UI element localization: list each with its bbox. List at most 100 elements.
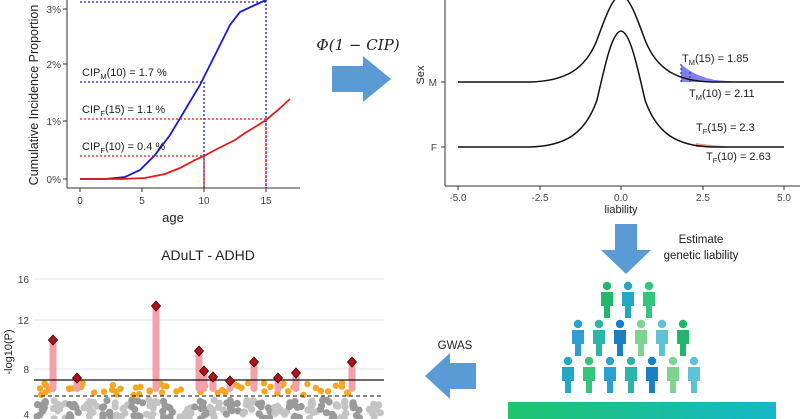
lead-snp-diamond — [290, 367, 302, 379]
right-arrow-icon — [332, 56, 391, 102]
snp-point — [271, 403, 279, 411]
snp-point — [276, 406, 284, 414]
manhattan-plot: ADuLT - ADHD 16 12 8 4 -log10(P) — [3, 247, 384, 419]
snp-point — [183, 412, 191, 419]
snp-point — [83, 400, 91, 409]
snp-point — [148, 398, 156, 406]
people-pyramid — [562, 281, 700, 393]
snp-point — [166, 404, 174, 412]
snp-point — [98, 403, 106, 412]
snp-point — [54, 406, 62, 415]
lead-snp-diamond — [272, 372, 284, 384]
sex-label-male: M — [429, 78, 437, 89]
snp-point — [307, 398, 316, 406]
snp-point — [147, 414, 155, 419]
snp-point — [36, 385, 44, 392]
snp-point — [300, 391, 307, 398]
annotation-cip-f10: CIPF(10) = 0.4 % — [82, 141, 165, 155]
snp-point — [312, 384, 320, 392]
snp-point — [249, 397, 257, 405]
snp-point — [117, 385, 124, 392]
person-icon — [656, 319, 668, 356]
y-axis-title: Sex — [415, 65, 427, 84]
x-tick-label: -5.0 — [449, 193, 467, 204]
snp-point — [149, 404, 157, 412]
male-incidence-curve — [80, 0, 267, 180]
liability-plot: Sex M F -5.0 -2.5 0.0 2.5 5.0 liability … — [415, 0, 800, 216]
snp-point — [214, 389, 221, 396]
snp-point — [305, 415, 314, 419]
snp-point — [242, 400, 250, 408]
sex-label-female: F — [431, 143, 437, 154]
y-tick-label: 16 — [18, 275, 30, 286]
lead-snp-diamond — [207, 371, 219, 383]
snp-point — [74, 408, 82, 416]
snp-point — [36, 411, 44, 419]
lead-snp-diamond — [224, 375, 236, 387]
snp-point — [370, 400, 378, 408]
annotation-t-m10: TM(10) = 2.11 — [689, 88, 755, 102]
annotation-cip-f15: CIPF(15) = 1.1 % — [82, 104, 165, 118]
snp-point — [336, 414, 344, 419]
snp-point — [199, 399, 207, 407]
snp-point — [38, 391, 45, 398]
snp-point — [173, 388, 180, 395]
snp-point — [342, 409, 350, 417]
estimate-label-line1: Estimate — [679, 234, 724, 246]
snp-point — [222, 410, 230, 418]
snp-point — [191, 403, 199, 411]
significant-snp-stack — [200, 371, 208, 392]
snp-point — [41, 399, 50, 407]
manhattan-title: ADuLT - ADHD — [161, 247, 255, 263]
suggestive-snps — [36, 379, 352, 399]
x-ticks: -5.0 -2.5 0.0 2.5 5.0 — [449, 186, 791, 204]
male-tail-shade — [681, 64, 740, 82]
x-tick-label: 10 — [198, 196, 210, 207]
person-icon — [635, 319, 647, 356]
annotation-cip-m10: CIPM(10) = 1.7 % — [82, 67, 167, 81]
person-icon — [583, 356, 595, 393]
lead-snp-diamond — [47, 334, 59, 346]
y-tick-label: 1% — [47, 117, 62, 128]
person-icon — [646, 356, 658, 393]
left-arrow-icon — [425, 353, 476, 399]
snp-point — [109, 381, 117, 389]
snp-point — [297, 402, 305, 411]
snp-point — [130, 391, 137, 399]
lead-snp-diamond — [193, 345, 205, 357]
x-axis-title: age — [162, 210, 184, 225]
x-tick-label: 15 — [260, 196, 272, 207]
snp-point — [166, 413, 174, 419]
snp-point — [113, 411, 121, 419]
snp-point — [271, 409, 279, 418]
person-icon — [688, 356, 700, 393]
y-axis-title: -log10(P) — [3, 329, 15, 374]
snp-point — [248, 405, 256, 413]
significant-snp-stack — [250, 362, 258, 392]
y-axis-title: Cumulative Incidence Proportion — [27, 5, 41, 186]
person-icon — [643, 281, 655, 318]
gwas-label: GWAS — [438, 340, 473, 352]
snp-point — [105, 410, 113, 418]
snp-point — [158, 389, 166, 396]
snp-point — [228, 406, 236, 415]
snp-point — [319, 396, 327, 404]
snp-point — [50, 415, 58, 419]
snp-point — [197, 404, 205, 412]
snp-point — [67, 413, 75, 419]
snp-point — [34, 401, 42, 409]
snp-point — [324, 388, 332, 395]
nonsignificant-snps — [33, 396, 384, 419]
snp-point — [159, 407, 167, 415]
snp-point — [338, 379, 346, 387]
down-arrow-icon — [601, 224, 651, 274]
estimate-label-line2: genetic liability — [664, 250, 739, 262]
person-icon — [604, 356, 616, 393]
cumulative-incidence-plot: 0% 1% 2% 3% 0 5 10 15 age Cumulative Inc… — [27, 0, 300, 225]
snp-point — [226, 396, 234, 405]
snp-point — [54, 400, 62, 408]
snp-point — [137, 383, 144, 390]
snp-point — [103, 396, 111, 405]
snp-point — [267, 383, 274, 390]
